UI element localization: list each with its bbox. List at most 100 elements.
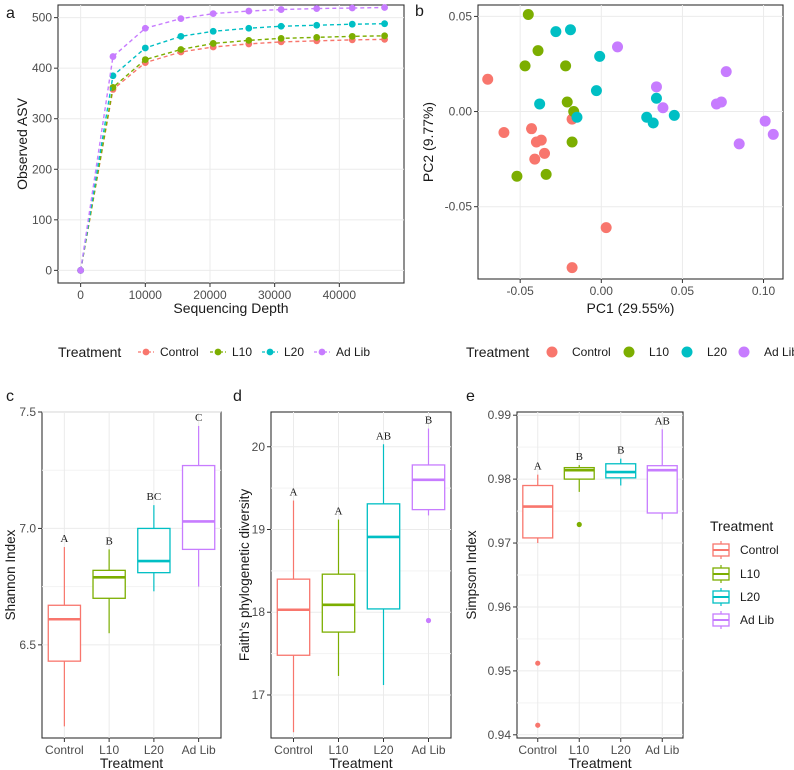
panel-b-point-control bbox=[600, 222, 612, 234]
panel-a-point bbox=[209, 40, 217, 47]
panel-c-box-body bbox=[181, 464, 216, 551]
panel-c-xlabel: Treatment bbox=[100, 755, 163, 770]
panel-a-series-line-control bbox=[79, 38, 385, 271]
panel-c-box-body bbox=[137, 527, 171, 574]
panel-b-point-l10 bbox=[560, 60, 572, 72]
panel-c-box-l10: B bbox=[92, 535, 126, 634]
panel-a-point bbox=[245, 7, 253, 15]
panel-d-significance-letter: A bbox=[335, 506, 343, 518]
panel-a-xtick-label: 0 bbox=[77, 288, 84, 302]
panel-a-point bbox=[381, 32, 388, 40]
panel-b-legend-entry: Ad Lib bbox=[764, 345, 794, 359]
panel-e-xlabel: Treatment bbox=[568, 755, 631, 770]
panel-c-box-body bbox=[92, 569, 126, 599]
panel-b-point-ad-lib bbox=[612, 41, 624, 53]
panel-e-xtick-label: Control bbox=[518, 743, 557, 757]
panel-d-ytick-label: 17 bbox=[252, 688, 266, 702]
panel-a-point bbox=[177, 46, 185, 53]
panel-d-xlabel: Treatment bbox=[329, 755, 392, 770]
panel-e-significance-letter: AB bbox=[655, 415, 670, 427]
panel-a-point bbox=[313, 21, 321, 29]
panel-a-legend-key-point bbox=[214, 348, 222, 356]
panel-a-point bbox=[313, 33, 321, 41]
panel-e-xtick-label: L20 bbox=[611, 743, 631, 757]
panel-b-ytick-label: 0.00 bbox=[449, 105, 473, 119]
panel-e-box-l20: B bbox=[605, 445, 637, 486]
panel-a-point bbox=[77, 266, 85, 274]
panel-a-series-line-l10 bbox=[79, 35, 385, 271]
panel-label-d: d bbox=[233, 388, 242, 405]
panel-d-ylabel: Faith's phylogenetic diversity bbox=[237, 489, 252, 661]
panel-a-legend-entry: L10 bbox=[232, 345, 252, 359]
panel-b-point-l10 bbox=[519, 60, 531, 72]
panel-e-significance-letter: B bbox=[576, 451, 583, 463]
panel-c-significance-letter: C bbox=[195, 412, 202, 424]
panel-d-ytick-label: 20 bbox=[252, 440, 266, 454]
panel-b-point-ad-lib bbox=[759, 115, 771, 127]
panel-e-ytick-label: 0.99 bbox=[488, 408, 512, 422]
panel-a-point bbox=[348, 4, 356, 12]
panel-b-legend-entry: L20 bbox=[707, 345, 727, 359]
panel-c-ytick-label: 6.5 bbox=[19, 638, 36, 652]
panel-a-legend: Treatment Control L10 L20 Ad Lib bbox=[58, 344, 370, 360]
panel-c-significance-letter: B bbox=[105, 535, 112, 547]
panel-c-significance-letter: A bbox=[60, 533, 68, 545]
panel-e-ytick-label: 0.97 bbox=[488, 536, 512, 550]
panel-b-point-l20 bbox=[590, 85, 602, 97]
panel-a-ytick-label: 500 bbox=[32, 11, 52, 25]
panel-d-outlier-point bbox=[425, 617, 432, 624]
panel-c-significance-letter: BC bbox=[147, 491, 162, 503]
panel-d-xtick-label: Ad Lib bbox=[411, 743, 445, 757]
panel-b-point-l20 bbox=[564, 24, 576, 36]
panel-a-point bbox=[348, 20, 356, 28]
panel-a-point bbox=[141, 44, 149, 52]
panel-b-point-l10 bbox=[566, 136, 578, 148]
panel-b-legend-key bbox=[623, 346, 635, 358]
panel-e-outlier-point bbox=[535, 660, 541, 666]
panel-e-ytick-label: 0.96 bbox=[488, 600, 512, 614]
panel-b-point-l20 bbox=[534, 98, 546, 110]
panel-b-point-ad-lib bbox=[767, 128, 779, 140]
panel-d-panel-border bbox=[270, 411, 452, 739]
panel-b-point-control bbox=[529, 153, 541, 165]
panel-a-xtick-label: 30000 bbox=[258, 288, 292, 302]
panel-b-ytick-label: -0.05 bbox=[445, 200, 473, 214]
panel-b-legend-key bbox=[681, 346, 693, 358]
panel-d-box-body bbox=[366, 503, 401, 610]
panel-a-ytick-label: 400 bbox=[32, 61, 52, 75]
panel-e-ytick-label: 0.98 bbox=[488, 472, 512, 486]
panel-e-box-body bbox=[563, 466, 595, 480]
panel-label-e: e bbox=[466, 388, 475, 405]
panel-d-box-control: A bbox=[276, 487, 311, 733]
panel-b-point-control bbox=[566, 262, 578, 274]
panel-e-outlier-point bbox=[576, 521, 582, 528]
panel-d-xtick-label: L20 bbox=[373, 743, 393, 757]
panel-e-ytick-label: 0.94 bbox=[488, 728, 512, 742]
panel-c-ylabel: Shannon Index bbox=[3, 529, 18, 620]
panel-e-xtick-label: L10 bbox=[569, 743, 589, 757]
panel-b-point-ad-lib bbox=[733, 138, 745, 150]
panel-a-legend-key-point bbox=[142, 348, 150, 356]
panel-a-point bbox=[348, 32, 356, 40]
panel-c-xtick-label: Control bbox=[45, 743, 84, 757]
panel-b-group: -0.05 0.00 0.05 -0.05 0.00 0.05 0.10 PC1 (29.55… bbox=[420, 4, 784, 316]
panel-b-xtick-label: 0.05 bbox=[671, 284, 695, 298]
panel-a-point bbox=[109, 72, 117, 80]
panel-b-point-l10 bbox=[561, 96, 573, 108]
panel-d-box-body bbox=[321, 573, 356, 633]
panel-a-point bbox=[381, 4, 388, 11]
panel-b-legend-key bbox=[546, 346, 558, 358]
panel-b-legend-entry: L10 bbox=[649, 345, 669, 359]
panel-c-box-control: A bbox=[47, 533, 82, 727]
panel-a-point bbox=[277, 34, 285, 42]
panel-e-box-l10: B bbox=[563, 451, 595, 528]
panel-b-point-control bbox=[498, 126, 510, 138]
panel-d-xtick-label: L10 bbox=[328, 743, 348, 757]
panel-e-legend: Treatment Control L10 L20 Ad Lib bbox=[710, 518, 779, 629]
panel-c-ytick-label: 7.0 bbox=[19, 521, 36, 535]
panel-b-point-l20 bbox=[647, 117, 659, 129]
panel-a-point bbox=[245, 36, 253, 44]
panel-e-legend-entry: Ad Lib bbox=[740, 613, 774, 627]
panel-c-box-ad-lib: C bbox=[181, 412, 216, 587]
panel-a-point bbox=[177, 32, 185, 40]
